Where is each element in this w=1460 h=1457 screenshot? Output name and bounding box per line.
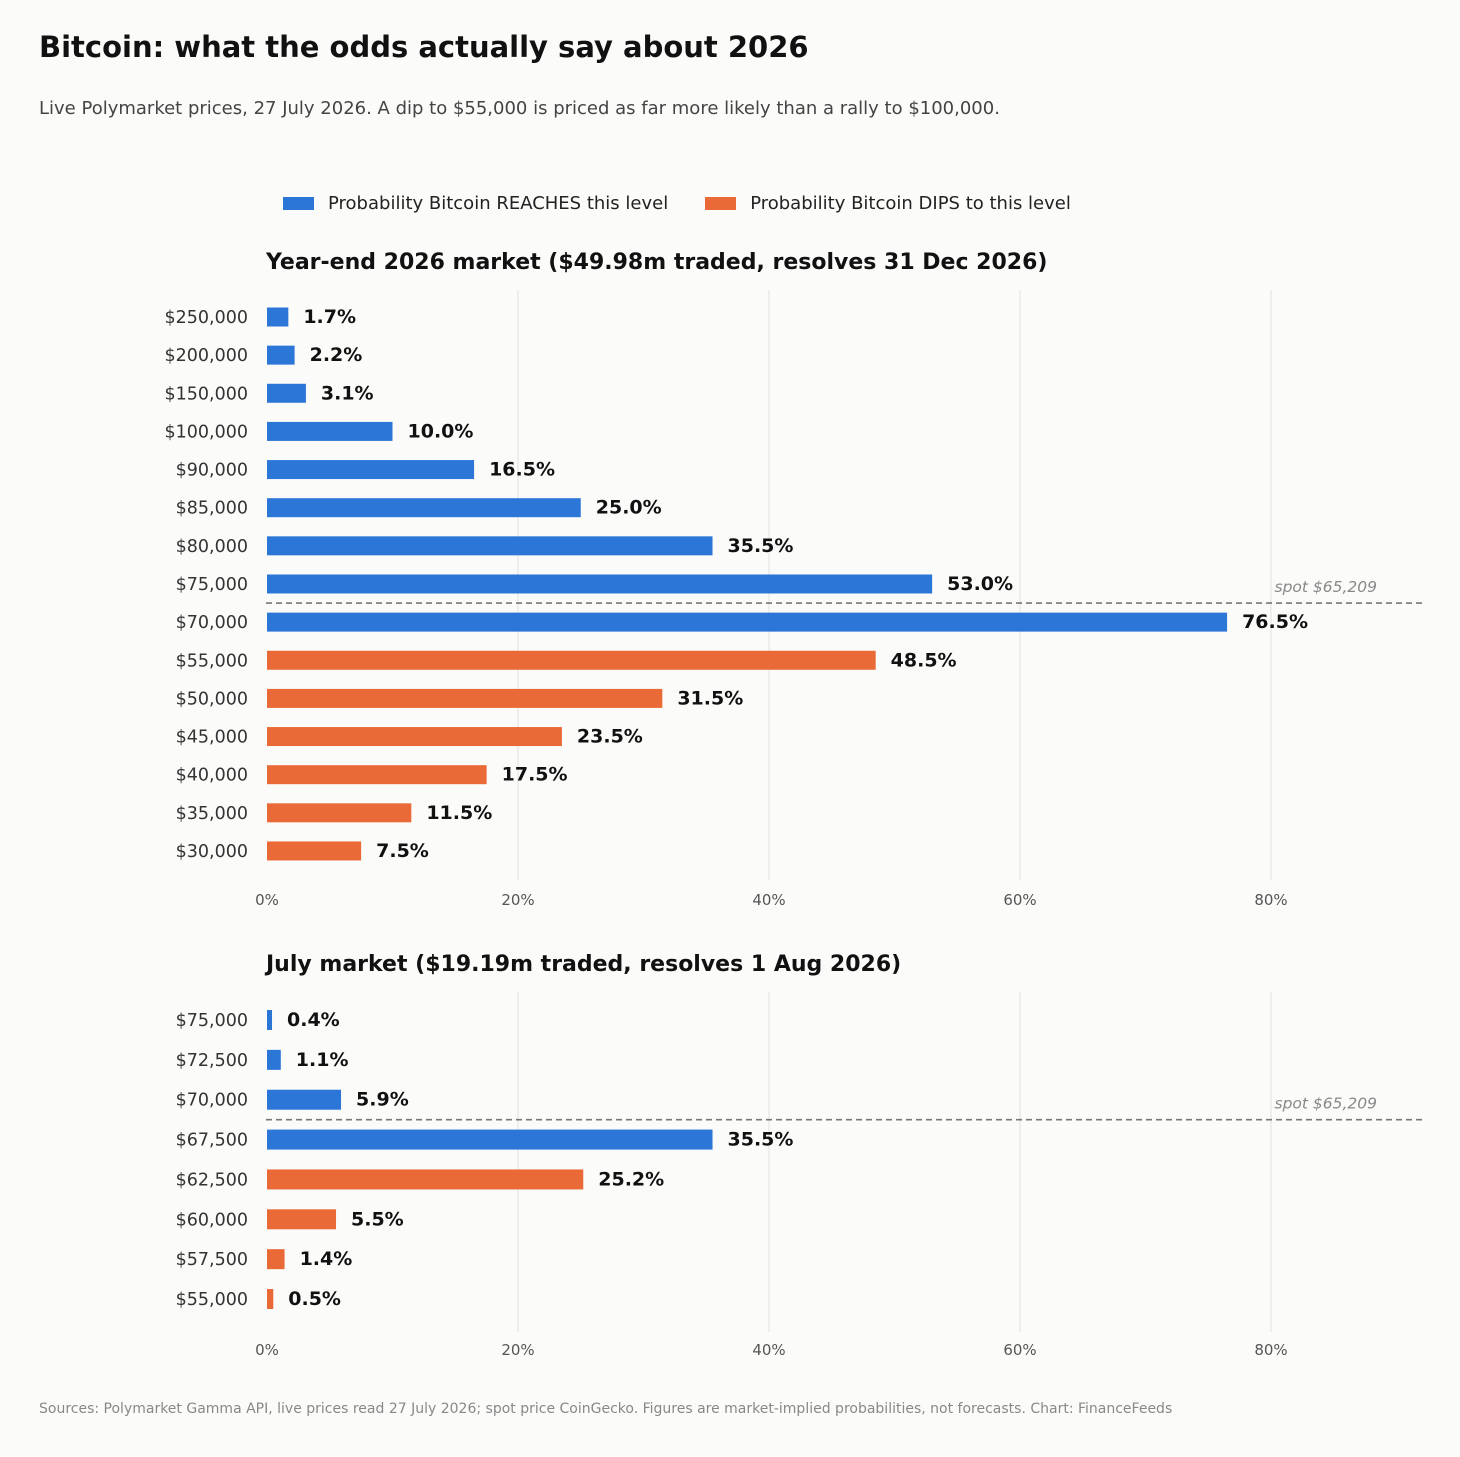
value-label: 31.5% [677, 687, 743, 709]
category-label: $80,000 [176, 537, 248, 557]
category-label: $30,000 [176, 842, 248, 862]
bar-dips [267, 765, 487, 785]
value-label: 16.5% [489, 459, 555, 481]
july-market-chart: July market ($19.19m traded, resolves 1 … [176, 952, 1422, 1359]
value-label: 1.7% [303, 306, 356, 328]
value-label: 5.9% [356, 1089, 409, 1111]
legend-label-reaches: Probability Bitcoin REACHES this level [328, 193, 669, 214]
spot-price-label: spot $65,209 [1275, 1095, 1378, 1113]
value-label: 11.5% [426, 802, 492, 824]
category-label: $35,000 [176, 804, 248, 824]
x-tick-label: 20% [501, 1341, 534, 1359]
bar-dips [267, 1289, 274, 1310]
category-label: $200,000 [164, 346, 248, 366]
value-label: 0.4% [287, 1009, 340, 1031]
legend-item-dips: Probability Bitcoin DIPS to this level [705, 193, 1071, 214]
value-label: 25.2% [598, 1168, 664, 1190]
value-label: 17.5% [502, 764, 568, 786]
bar-reaches [267, 421, 393, 441]
bar-dips [267, 727, 562, 747]
bar-reaches [267, 1089, 342, 1110]
value-label: 10.0% [408, 420, 474, 442]
category-label: $75,000 [176, 1011, 248, 1031]
year-end-market-chart: Year-end 2026 market ($49.98m traded, re… [164, 250, 1422, 909]
x-tick-label: 0% [255, 891, 279, 909]
x-tick-label: 60% [1003, 1341, 1036, 1359]
category-label: $85,000 [176, 499, 248, 519]
category-label: $55,000 [176, 651, 248, 671]
category-label: $60,000 [176, 1210, 248, 1230]
category-label: $70,000 [176, 1091, 248, 1111]
bar-dips [267, 1169, 584, 1190]
x-tick-label: 80% [1254, 891, 1287, 909]
bar-reaches [267, 1049, 281, 1070]
value-label: 1.4% [300, 1248, 353, 1270]
category-label: $45,000 [176, 728, 248, 748]
x-tick-label: 0% [255, 1341, 279, 1359]
bar-reaches [267, 383, 306, 403]
legend-swatch-reaches [283, 197, 314, 210]
category-label: $75,000 [176, 575, 248, 595]
value-label: 3.1% [321, 382, 374, 404]
bar-reaches [267, 612, 1228, 632]
bar-reaches [267, 1010, 273, 1030]
bar-reaches [267, 574, 933, 594]
category-label: $40,000 [176, 766, 248, 786]
value-label: 23.5% [577, 726, 643, 748]
x-tick-label: 40% [752, 891, 785, 909]
value-label: 53.0% [947, 573, 1013, 595]
page-subtitle: Live Polymarket prices, 27 July 2026. A … [39, 98, 1000, 119]
value-label: 35.5% [728, 535, 794, 557]
chart-title: July market ($19.19m traded, resolves 1 … [264, 952, 901, 977]
bar-reaches [267, 1129, 713, 1150]
legend-swatch-dips [705, 197, 737, 210]
bar-dips [267, 841, 362, 861]
bar-reaches [267, 345, 295, 365]
x-tick-label: 80% [1254, 1341, 1287, 1359]
value-label: 35.5% [728, 1129, 794, 1151]
value-label: 5.5% [351, 1208, 404, 1230]
bar-dips [267, 803, 412, 823]
value-label: 76.5% [1242, 611, 1308, 633]
category-label: $70,000 [176, 613, 248, 633]
category-label: $55,000 [176, 1290, 248, 1310]
bar-dips [267, 688, 663, 708]
category-label: $62,500 [176, 1170, 248, 1190]
value-label: 1.1% [296, 1049, 349, 1071]
chart-title: Year-end 2026 market ($49.98m traded, re… [265, 250, 1047, 275]
value-label: 25.0% [596, 497, 662, 519]
value-label: 2.2% [310, 344, 363, 366]
bar-reaches [267, 307, 289, 327]
category-label: $50,000 [176, 689, 248, 709]
x-tick-label: 40% [752, 1341, 785, 1359]
category-label: $90,000 [176, 461, 248, 481]
x-tick-label: 20% [501, 891, 534, 909]
bar-reaches [267, 498, 581, 518]
legend-label-dips: Probability Bitcoin DIPS to this level [750, 193, 1071, 214]
bar-dips [267, 650, 876, 670]
category-label: $57,500 [176, 1250, 248, 1270]
bar-reaches [267, 536, 713, 556]
category-label: $100,000 [164, 422, 248, 442]
category-label: $72,500 [176, 1051, 248, 1071]
legend-item-reaches: Probability Bitcoin REACHES this level [283, 193, 668, 214]
bar-dips [267, 1249, 285, 1270]
source-note: Sources: Polymarket Gamma API, live pric… [39, 1401, 1173, 1417]
value-label: 48.5% [891, 649, 957, 671]
category-label: $150,000 [164, 384, 248, 404]
value-label: 7.5% [376, 840, 429, 862]
chart-legend: Probability Bitcoin REACHES this level P… [283, 193, 1108, 214]
category-label: $250,000 [164, 308, 248, 328]
value-label: 0.5% [288, 1288, 341, 1310]
bar-reaches [267, 460, 475, 480]
category-label: $67,500 [176, 1131, 248, 1151]
x-tick-label: 60% [1003, 891, 1036, 909]
spot-price-label: spot $65,209 [1275, 578, 1378, 596]
page-title: Bitcoin: what the odds actually say abou… [39, 30, 809, 64]
bar-dips [267, 1209, 337, 1230]
